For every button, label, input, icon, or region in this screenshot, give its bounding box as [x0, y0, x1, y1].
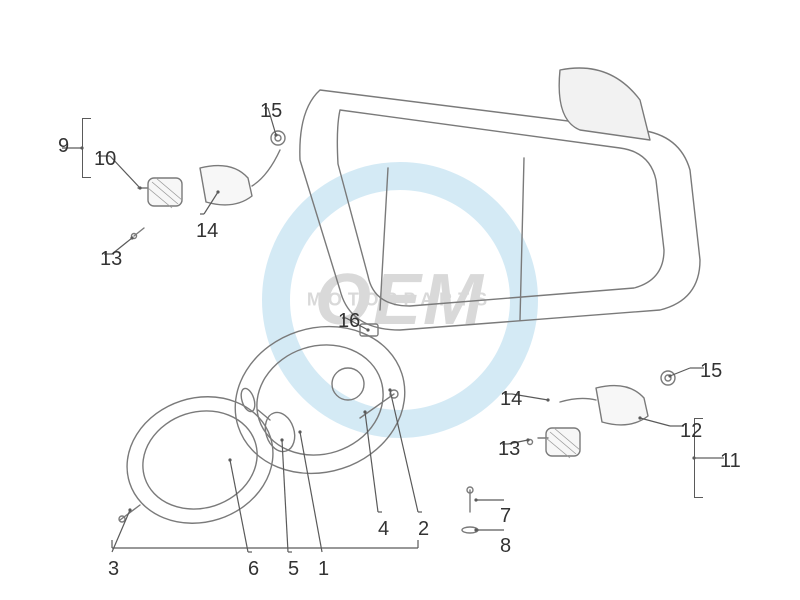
callout-1: 1	[318, 558, 329, 581]
callout-13: 13	[100, 248, 122, 271]
callout-10: 10	[94, 148, 116, 171]
callout-11: 11	[720, 450, 741, 473]
parts-drawing	[0, 0, 800, 600]
callout-7: 7	[500, 505, 511, 528]
callout-6: 6	[248, 558, 259, 581]
callout-2: 2	[418, 518, 429, 541]
group-bracket-0	[82, 118, 83, 178]
callout-16: 16	[338, 310, 360, 333]
leader-lines	[0, 0, 800, 600]
callout-15b: 15	[700, 360, 722, 383]
callout-3: 3	[108, 558, 119, 581]
watermark-circle	[262, 162, 538, 438]
callout-14b: 14	[500, 388, 522, 411]
callout-14: 14	[196, 220, 218, 243]
callout-13b: 13	[498, 438, 520, 461]
callout-9: 9	[58, 135, 69, 158]
diagram-canvas: OEM MOTORPARTS	[0, 0, 800, 600]
callout-8: 8	[500, 535, 511, 558]
callout-12: 12	[680, 420, 702, 443]
callout-4: 4	[378, 518, 389, 541]
callout-5: 5	[288, 558, 299, 581]
watermark-sub-text: MOTORPARTS	[307, 290, 493, 311]
callout-15: 15	[260, 100, 282, 123]
